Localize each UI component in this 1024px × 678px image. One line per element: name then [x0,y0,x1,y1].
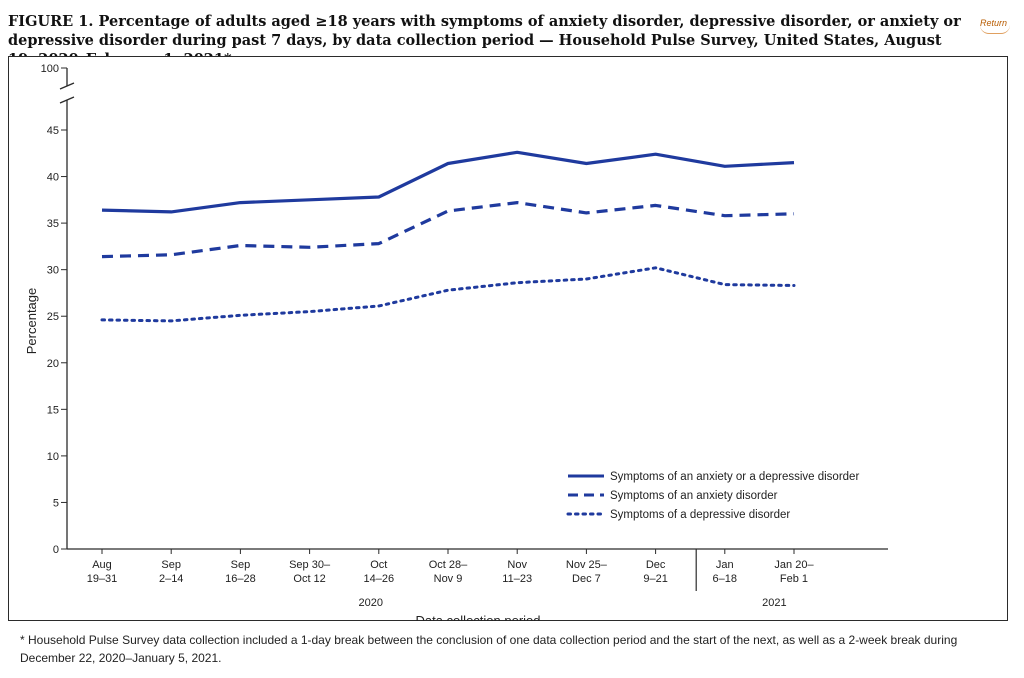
return-link[interactable]: Return [980,18,1010,34]
series-line-2 [101,201,795,259]
year-label: 2021 [762,597,786,609]
y-tick-label: 0 [53,544,59,556]
year-label: 2020 [359,597,383,609]
y-tick-label: 100 [41,63,59,75]
x-tick-label: Sep [231,559,251,571]
y-tick-label: 20 [47,358,59,370]
y-axis-break-mark-1 [59,82,75,90]
chart-frame [8,56,1008,621]
legend-label-3: Symptoms of a depressive disorder [610,509,790,521]
x-tick-label: Oct [370,559,387,571]
y-tick-label: 5 [53,497,59,509]
x-tick-label: 19–31 [87,573,118,585]
y-tick-label: 45 [47,125,59,137]
y-axis-title: Percentage [24,288,39,355]
series-line-1 [101,150,795,214]
x-tick-label: Nov 9 [434,573,463,585]
figure-label: FIGURE 1. [8,13,94,30]
y-tick-label: 40 [47,172,59,184]
y-tick-label: 30 [47,265,59,277]
x-tick-label: 16–28 [225,573,256,585]
y-tick-label: 15 [47,404,59,416]
x-tick-label: Oct 28– [429,559,468,571]
x-tick-label: 9–21 [643,573,667,585]
x-tick-label: Oct 12 [293,573,325,585]
x-tick-label: Dec [646,559,666,571]
x-tick-label: Aug [92,559,112,571]
y-tick-label: 10 [47,451,59,463]
x-tick-label: 6–18 [713,573,737,585]
x-tick-label: 14–26 [364,573,395,585]
x-axis-title: Data collection period [415,613,540,621]
x-tick-label: Feb 1 [780,573,808,585]
x-tick-label: Jan [716,559,734,571]
x-tick-label: Dec 7 [572,573,601,585]
x-tick-label: 2–14 [159,573,183,585]
legend-label-2: Symptoms of an anxiety disorder [610,490,778,502]
y-tick-label: 25 [47,311,59,323]
x-tick-label: Nov [507,559,527,571]
legend-label-1: Symptoms of an anxiety or a depressive d… [610,471,859,483]
y-axis-break-mark-2 [59,96,75,104]
series-line-3 [100,266,796,323]
x-tick-label: Jan 20– [774,559,814,571]
line-chart: 0 5 10 15 20 25 30 35 40 45 100 Percentage Aug 19–31 S… [24,63,888,621]
x-tick-label: 11–23 [502,573,532,585]
return-arrow-icon [980,25,1010,34]
footnote: * Household Pulse Survey data collection… [20,633,958,665]
return-label: Return [980,18,1008,28]
y-tick-label: 35 [47,218,59,230]
x-tick-label: Sep [161,559,181,571]
x-tick-label: Sep 30– [289,559,331,571]
x-tick-label: Nov 25– [566,559,608,571]
